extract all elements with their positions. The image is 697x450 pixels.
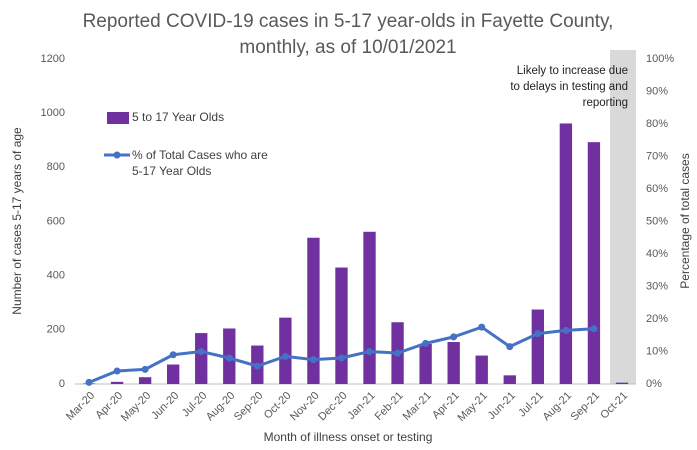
x-tick-label: Sep-20 <box>232 390 266 424</box>
legend-label: % of Total Cases who are 5-17 Year Olds <box>132 148 268 178</box>
bar <box>475 355 488 384</box>
bar <box>335 267 348 384</box>
chart-title: Reported COVID-19 cases in 5-17 year-old… <box>83 11 614 32</box>
x-tick-label: Aug-21 <box>540 390 574 424</box>
line-point <box>422 339 430 347</box>
x-tick-label: Feb-21 <box>373 390 406 423</box>
legend-entry: 5 to 17 Year Olds <box>132 110 225 124</box>
legend-swatch <box>113 151 121 159</box>
x-tick-label: Dec-20 <box>316 390 350 424</box>
annotation: reporting <box>583 97 628 109</box>
x-tick-label: Jan-21 <box>345 390 377 422</box>
x-tick-label: Mar-20 <box>64 390 97 423</box>
x-tick-label: May-20 <box>119 390 153 424</box>
y2-tick-label: 30% <box>646 280 668 292</box>
bar <box>447 342 460 384</box>
y-tick-label: 0 <box>59 378 65 390</box>
x-tick-label: May-21 <box>455 390 489 424</box>
chart-title: monthly, as of 10/01/2021 <box>239 37 456 58</box>
y2-tick-label: 100% <box>646 53 674 65</box>
line-point <box>225 354 233 362</box>
y2-tick-label: 70% <box>646 150 668 162</box>
bar <box>307 237 320 384</box>
bar <box>279 317 292 384</box>
line-point <box>309 356 317 364</box>
line-point <box>253 362 261 370</box>
line-point <box>337 354 345 362</box>
y-axis-title: Number of cases 5-17 years of age <box>10 127 24 315</box>
line-point <box>478 323 486 331</box>
y2-tick-label: 50% <box>646 215 668 227</box>
y2-tick-label: 10% <box>646 345 668 357</box>
highlight-region <box>610 50 636 384</box>
bar <box>195 333 208 384</box>
bar <box>531 309 544 384</box>
bar <box>503 375 516 384</box>
x-tick-label: Aug-20 <box>204 390 238 424</box>
y2-tick-label: 0% <box>646 378 662 390</box>
bar <box>363 231 376 384</box>
line-point <box>281 352 289 360</box>
y-tick-label: 200 <box>47 324 65 336</box>
legend-swatch <box>107 112 129 124</box>
bar <box>587 142 601 384</box>
line-point <box>169 351 177 359</box>
line-point <box>394 349 402 357</box>
line-point <box>562 326 570 334</box>
bar <box>138 377 152 384</box>
y-tick-label: 400 <box>47 270 65 282</box>
bar <box>419 343 432 384</box>
legend-entry: % of Total Cases who are 5-17 Year Olds <box>132 148 268 178</box>
line-point <box>85 378 93 386</box>
y-tick-label: 800 <box>47 161 65 173</box>
line-point <box>141 365 149 373</box>
x-tick-label: Sep-21 <box>569 390 603 424</box>
legend-label: 5 to 17 Year Olds <box>132 110 225 124</box>
x-tick-label: Jun-21 <box>486 390 518 422</box>
bar <box>167 364 180 384</box>
line-point <box>506 343 514 351</box>
bar <box>615 382 629 384</box>
x-tick-label: Mar-21 <box>401 390 434 423</box>
y2-tick-label: 60% <box>646 183 668 195</box>
x-tick-label: Oct-21 <box>598 390 630 422</box>
bar <box>110 381 124 384</box>
y-tick-label: 1200 <box>41 53 65 65</box>
bar <box>559 123 573 384</box>
x-tick-label: Nov-20 <box>288 390 322 424</box>
x-tick-label: Jun-20 <box>149 390 181 422</box>
y2-axis-title: Percentage of total cases <box>678 153 692 288</box>
y2-tick-label: 80% <box>646 118 668 130</box>
line-point <box>366 348 374 355</box>
line-point <box>197 348 205 355</box>
line-point <box>590 325 598 333</box>
y2-tick-label: 90% <box>646 85 668 97</box>
y2-tick-label: 20% <box>646 313 668 325</box>
line-point <box>113 367 121 375</box>
line-point <box>534 330 542 338</box>
y-tick-label: 600 <box>47 215 65 227</box>
annotation: to delays in testing and <box>510 81 628 93</box>
y2-tick-label: 40% <box>646 248 668 260</box>
line-point <box>450 333 458 341</box>
annotation: Likely to increase due <box>517 65 628 77</box>
x-axis-title: Month of illness onset or testing <box>264 430 433 444</box>
y-tick-label: 1000 <box>41 107 65 119</box>
